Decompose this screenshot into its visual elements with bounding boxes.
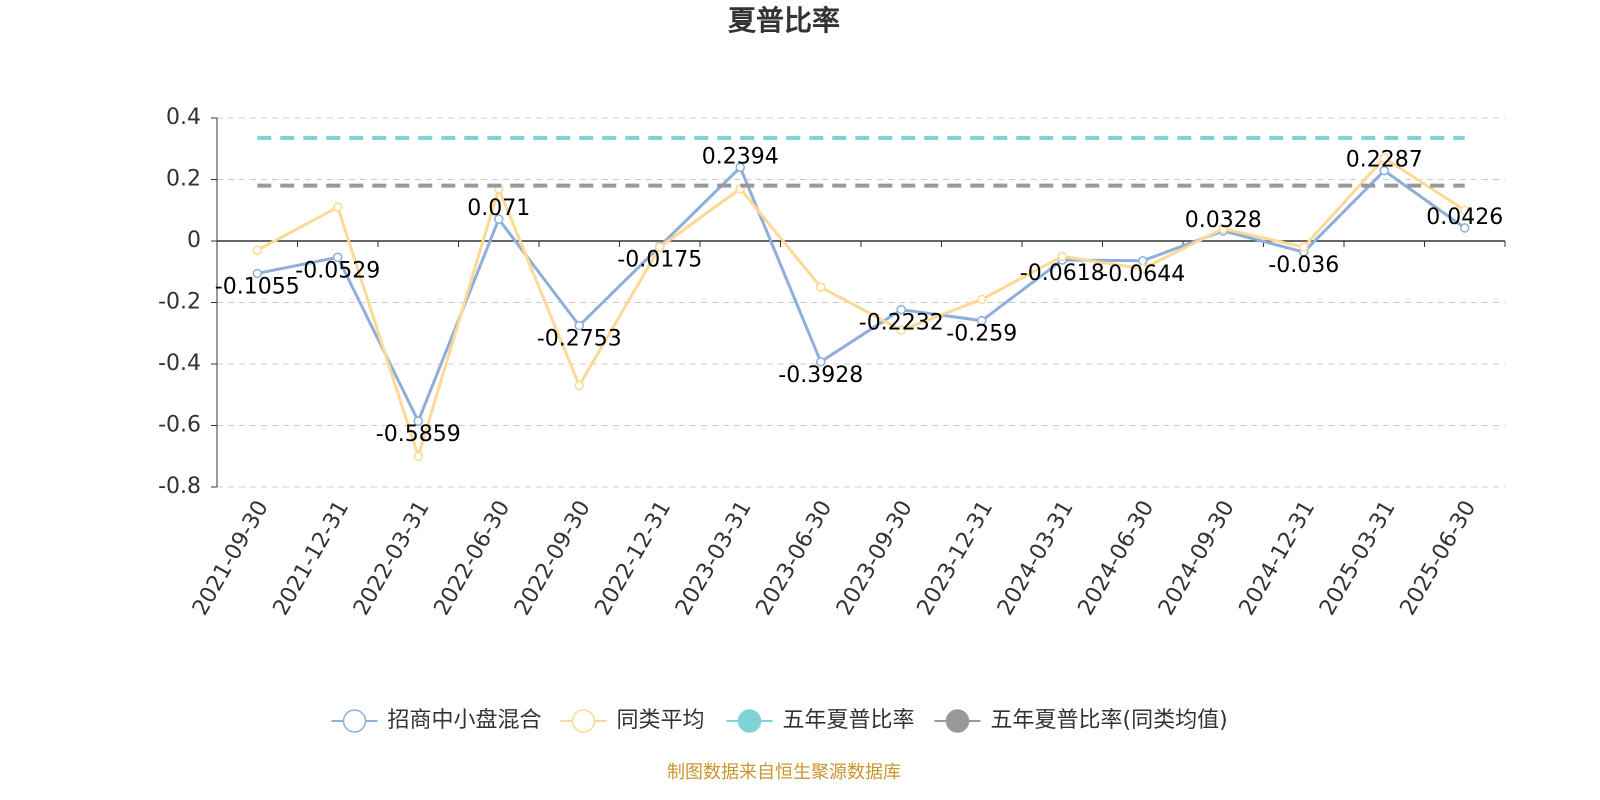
y-tick-label: -0.2 [158,290,201,315]
data-point [574,380,584,391]
x-tick-label: 2023-06-30 [752,497,838,620]
y-tick-label: 0 [187,228,201,253]
chart-title: 夏普比率 [728,4,840,37]
data-point [655,242,665,252]
y-tick-label: -0.4 [158,351,201,376]
source-note: 制图数据来自恒生聚源数据库 [667,762,901,783]
y-tick-label: 0.2 [166,167,201,192]
data-point [1299,242,1309,252]
data-point [574,320,584,331]
data-point [1057,251,1067,262]
data-point [1138,263,1148,274]
x-tick-label: 2023-03-31 [671,497,757,620]
data-point [252,245,262,255]
data-point [1460,205,1470,215]
x-tick-label: 2024-03-31 [993,497,1079,620]
data-label: 0.0426 [1426,205,1503,230]
data-label: 0.071 [467,196,530,221]
data-point [896,325,906,335]
data-point [413,451,423,461]
data-label: 0.0328 [1185,208,1262,233]
legend-marker [571,709,596,733]
legend-label: 同类平均 [617,708,705,733]
data-label: 0.2394 [702,144,779,169]
legend-marker [342,709,367,733]
data-label: -0.0618 [1020,261,1105,286]
x-tick-label: 2023-12-31 [913,497,999,620]
legend-marker [945,709,970,733]
legend-label: 招商中小盘混合 [388,708,542,733]
data-label: -0.3928 [778,363,863,388]
data-point [252,268,262,279]
data-point [1379,153,1389,163]
data-point [816,357,826,367]
data-point [816,282,826,292]
data-label: -0.1055 [215,274,300,299]
data-point [735,162,745,173]
y-tick-label: 0.4 [166,105,201,130]
x-tick-label: 2022-06-30 [430,497,516,620]
x-tick-label: 2022-12-31 [591,497,677,620]
data-label: -0.2753 [537,327,622,352]
data-point [896,304,906,315]
data-label: -0.5859 [376,422,461,447]
x-tick-label: 2021-12-31 [269,497,355,620]
data-point [413,416,423,426]
data-label: -0.0644 [1100,262,1185,287]
data-point [1460,223,1470,233]
x-tick-label: 2024-09-30 [1154,497,1240,620]
data-point [333,252,343,263]
data-label: 0.2287 [1346,148,1423,173]
data-point [1218,223,1228,234]
data-label: -0.036 [1268,253,1339,278]
x-tick-label: 2024-12-31 [1235,497,1321,620]
data-point [1379,165,1389,176]
data-point [977,294,987,305]
data-point [333,202,343,212]
x-tick-label: 2025-03-31 [1315,497,1401,620]
data-point [494,214,504,224]
legend-label: 五年夏普比率 [783,708,915,733]
data-label: -0.2232 [859,311,944,336]
x-tick-label: 2022-03-31 [349,497,435,620]
x-tick-label: 2024-06-30 [1074,497,1160,620]
y-tick-label: -0.8 [158,474,201,499]
x-tick-label: 2021-09-30 [188,497,274,620]
y-tick-label: -0.6 [158,413,201,438]
data-label: -0.0175 [617,247,702,272]
legend-marker [737,709,762,733]
data-label: -0.259 [946,322,1017,347]
series-line [256,156,1466,462]
data-label: -0.0529 [295,258,380,283]
x-tick-label: 2025-06-30 [1396,497,1482,620]
data-point [977,315,987,326]
x-tick-label: 2022-09-30 [510,497,596,620]
x-tick-label: 2023-09-30 [832,497,918,620]
legend-label: 五年夏普比率(同类均值) [991,708,1228,733]
